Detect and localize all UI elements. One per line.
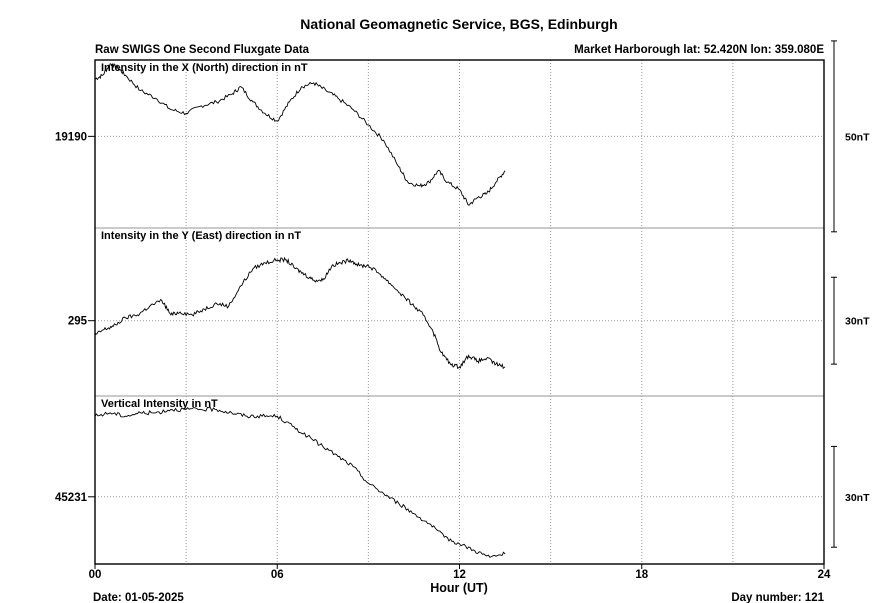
- series-line-z: [94, 406, 506, 558]
- panel-label-z: Vertical Intensity in nT: [101, 398, 218, 410]
- series-line-y: [94, 256, 506, 370]
- y-tick-label-z: 45231: [55, 492, 88, 504]
- series-line-x: [94, 63, 506, 206]
- plot-area: 19190 Intensity in the X (North) directio…: [55, 40, 870, 581]
- footer-date: Date: 01-05-2025: [93, 592, 184, 603]
- x-axis-label: Hour (UT): [430, 581, 488, 595]
- x-tick-label: 18: [635, 569, 648, 581]
- panel-label-y: Intensity in the Y (East) direction in n…: [101, 230, 301, 242]
- x-tick-label: 00: [89, 569, 102, 581]
- x-tick-label: 24: [818, 569, 831, 581]
- y-tick-label-x: 19190: [55, 131, 87, 143]
- chart-subtitle-left: Raw SWIGS One Second Fluxgate Data: [95, 44, 310, 56]
- chart-title: National Geomagnetic Service, BGS, Edinb…: [300, 16, 617, 32]
- y-tick-label-y: 295: [68, 316, 88, 328]
- chart-subtitle-right: Market Harborough lat: 52.420N lon: 359.…: [574, 44, 824, 56]
- x-tick-label: 06: [271, 569, 284, 581]
- scale-bar-label-z: 30nT: [845, 492, 870, 504]
- scale-bar-label-y: 30nT: [845, 316, 870, 328]
- panel-label-x: Intensity in the X (North) direction in …: [101, 62, 308, 74]
- scale-bar-label-x: 50nT: [845, 131, 870, 143]
- x-tick-label: 12: [453, 569, 466, 581]
- footer-day-number: Day number: 121: [731, 592, 824, 603]
